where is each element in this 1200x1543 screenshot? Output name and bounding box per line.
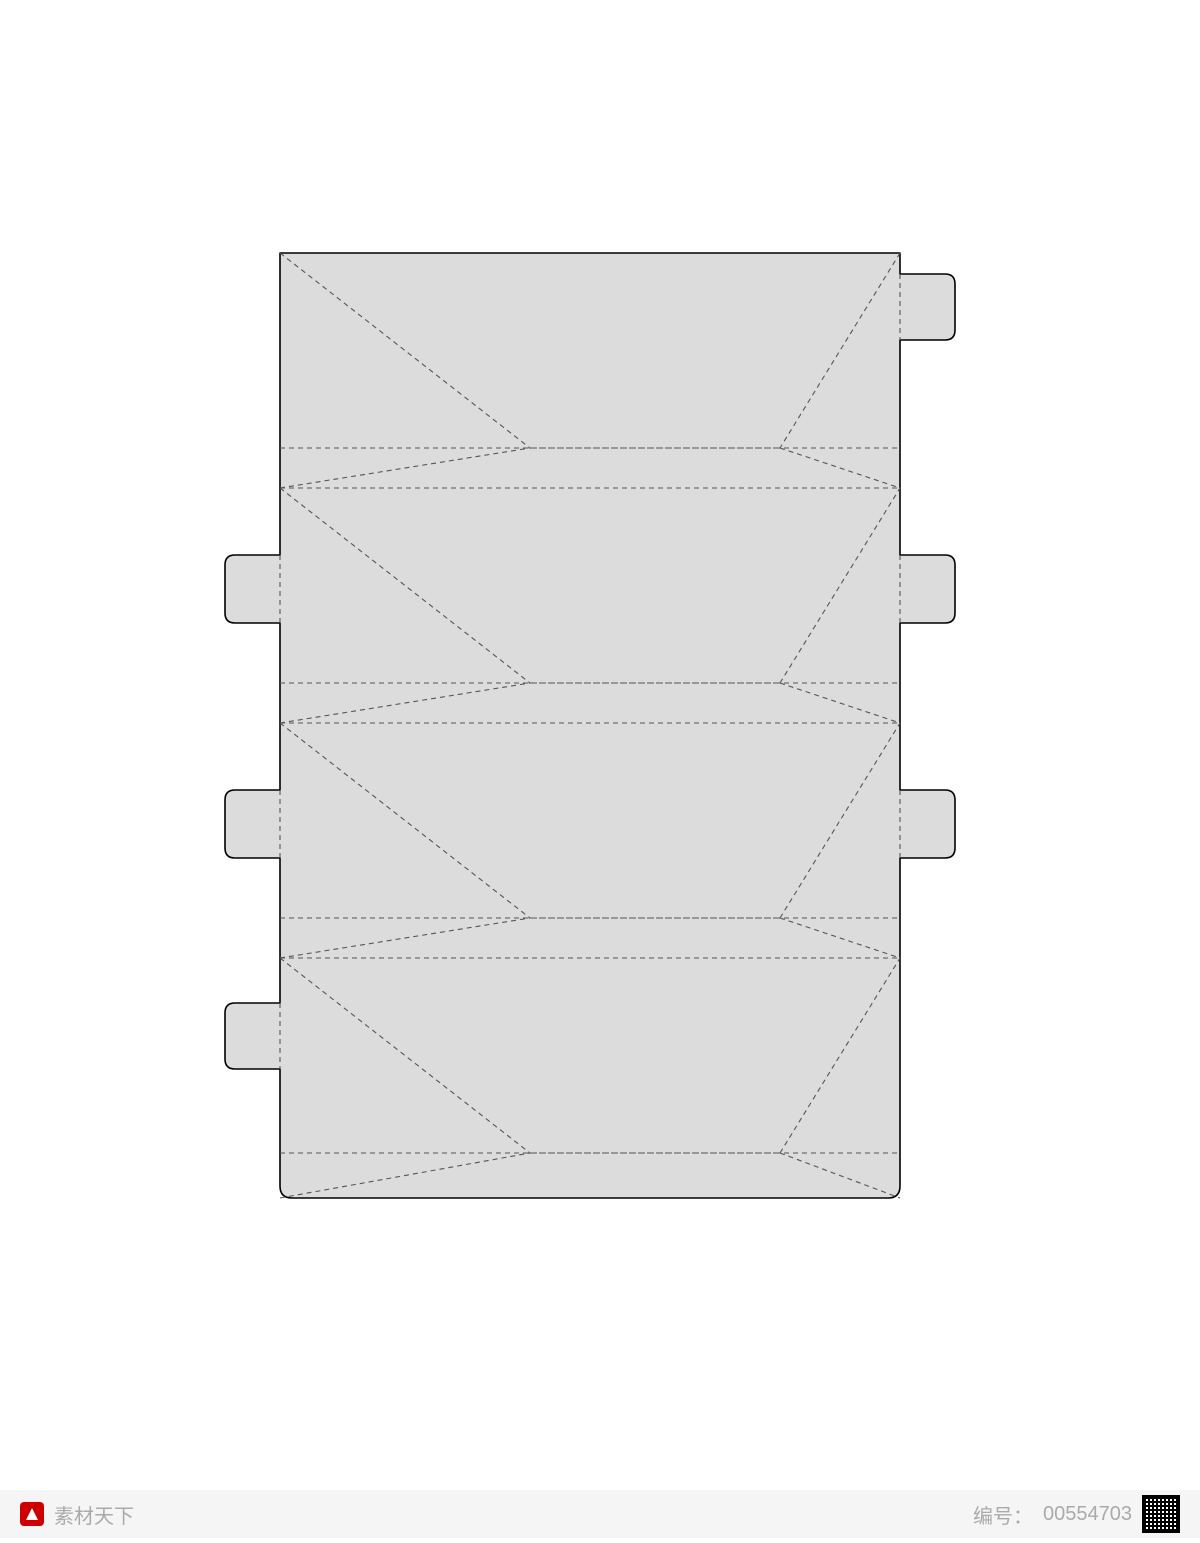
footer-left: 素材天下 (20, 1500, 134, 1529)
id-value: 00554703 (1043, 1503, 1132, 1526)
id-label: 编号： (973, 1500, 1033, 1529)
brand-text: 素材天下 (54, 1500, 134, 1529)
dieline-diagram (0, 0, 1200, 1538)
footer-bar: 素材天下 编号： 00554703 (0, 1490, 1200, 1538)
qr-code-icon (1142, 1495, 1180, 1533)
footer-right: 编号： 00554703 (973, 1495, 1180, 1533)
brand-logo-icon (20, 1502, 44, 1526)
